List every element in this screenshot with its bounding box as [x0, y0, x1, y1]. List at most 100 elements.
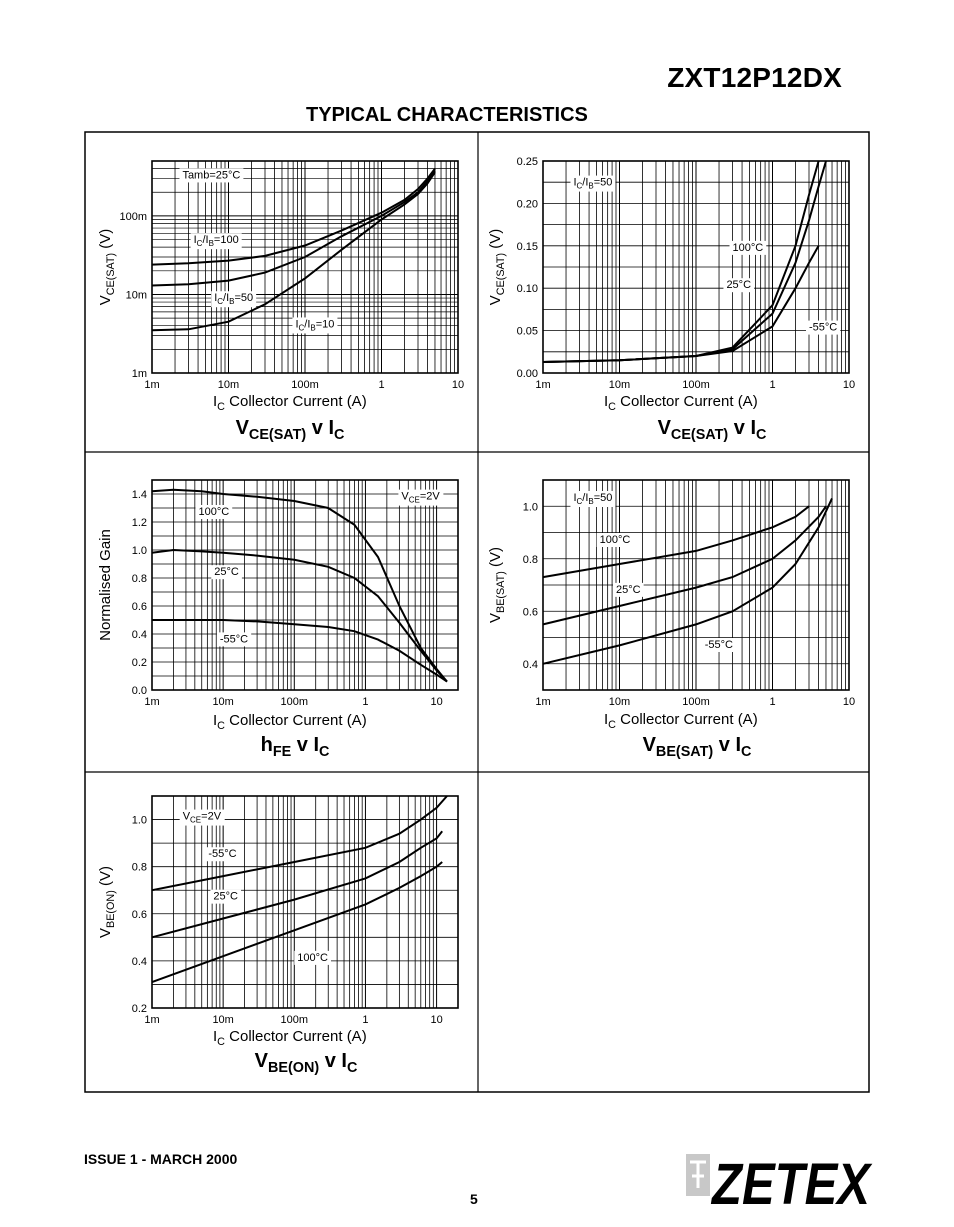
section-title: TYPICAL CHARACTERISTICS [306, 104, 588, 126]
series-line-2 [151, 830, 443, 939]
y-tick-label: 1.2 [132, 517, 147, 529]
plot-border [151, 795, 459, 1009]
annotation-label: IC/IB=50 [573, 177, 612, 191]
x-tick-label: 1 [769, 379, 775, 391]
annotation-label: 25°C [213, 891, 238, 903]
x-axis-label: IC Collector Current (A) [213, 1028, 367, 1048]
x-tick-label: 1m [144, 1014, 159, 1026]
chart-3: 1m 10m 100m 1 10 0.0 0.2 0.4 0.6 0.8 1.0 1.2 1.4 VCE=… [97, 479, 459, 760]
y-tick-label: 0.6 [523, 606, 538, 618]
y-tick-label: 0.0 [132, 685, 147, 697]
y-axis-label: VBE(ON) (V) [97, 866, 117, 938]
annotation-bg [211, 565, 242, 580]
y-tick-label: 0.2 [132, 1003, 147, 1015]
annotation-bg [205, 847, 240, 862]
annotation-bg [179, 168, 244, 183]
x-tick-label: 10 [452, 379, 464, 391]
series-line-1 [151, 167, 436, 266]
gridlines [151, 795, 459, 1009]
annotation-bg [292, 317, 338, 334]
annotation-bg [179, 809, 225, 826]
y-axis-label: Normalised Gain [97, 529, 114, 641]
y-tick-label: 0.4 [132, 629, 147, 641]
x-tick-label: 1 [362, 1014, 368, 1026]
chart-title: hFE v IC [261, 734, 330, 760]
logo-emblem-icon [686, 1154, 710, 1196]
series-line-3 [151, 861, 443, 984]
charts-group: 1m 10m 100m 1 10 1m 10m 100m Tamb=25°C IC/IB=100 I… [97, 156, 855, 1076]
x-tick-label: 10m [609, 379, 630, 391]
annotation-label: -55°C [705, 639, 733, 651]
annotation-bg [723, 278, 755, 293]
y-tick-label: 0.4 [523, 659, 538, 671]
series-line-1 [151, 795, 448, 892]
y-tick-label: 0.8 [132, 573, 147, 585]
x-tick-label: 10 [843, 379, 855, 391]
annotation-label: 25°C [726, 279, 751, 291]
y-axis-label: VCE(SAT) (V) [487, 229, 507, 306]
y-tick-label: 1.0 [132, 545, 147, 557]
annotation-label: 25°C [214, 566, 239, 578]
x-axis-label: IC Collector Current (A) [604, 393, 758, 413]
annotation-bg [398, 489, 444, 506]
page-number: 5 [470, 1191, 478, 1207]
annotation-bg [216, 632, 252, 647]
x-tick-label: 100m [281, 1014, 309, 1026]
x-tick-label: 1m [535, 379, 550, 391]
part-number: ZXT12P12DX [667, 62, 842, 93]
annotation-bg [596, 533, 634, 547]
series-line-2 [542, 505, 827, 626]
y-tick-label: 0.00 [517, 368, 538, 380]
series-line-1 [151, 488, 448, 683]
y-tick-label: 0.20 [517, 198, 538, 210]
annotation-label: IC/IB=100 [194, 234, 239, 248]
x-tick-label: 10 [430, 696, 442, 708]
x-tick-label: 10m [212, 1014, 233, 1026]
y-tick-label: 0.05 [517, 326, 538, 338]
annotation-label: 100°C [732, 242, 763, 254]
y-tick-label: 0.15 [517, 241, 538, 253]
annotation-bg [701, 638, 737, 652]
annotation-label: 100°C [198, 506, 229, 518]
chart-1: 1m 10m 100m 1 10 1m 10m 100m Tamb=25°C IC/IB=100 I… [97, 160, 464, 443]
y-tick-label: 0.25 [517, 156, 538, 168]
annotation-label: 25°C [616, 584, 641, 596]
annotation-bg [210, 889, 242, 904]
annotation-label: IC/IB=50 [573, 492, 612, 506]
x-tick-label: 1 [769, 696, 775, 708]
series-line-2 [151, 169, 436, 287]
y-tick-label: 100m [119, 211, 147, 223]
series-line-3 [542, 497, 833, 665]
y-tick-label: 0.8 [132, 862, 147, 874]
annotation-bg [612, 582, 644, 597]
x-tick-label: 10 [843, 696, 855, 708]
chart-title: VBE(SAT) v IC [643, 734, 752, 760]
x-axis-label: IC Collector Current (A) [604, 711, 758, 731]
annotation-label: 100°C [297, 952, 328, 964]
y-tick-label: 0.6 [132, 601, 147, 613]
annotation-bg [211, 291, 257, 308]
annotation-bg [570, 491, 616, 507]
chart-title: VCE(SAT) v IC [658, 417, 767, 443]
plot-border [151, 160, 459, 374]
y-tick-label: 0.6 [132, 909, 147, 921]
y-tick-label: 1m [132, 368, 147, 380]
logo-text: ZETEX [710, 1152, 872, 1208]
annotation-label: -55°C [809, 322, 837, 334]
annotation-bg [805, 320, 841, 335]
annotation-label: -55°C [220, 633, 248, 645]
y-tick-label: 0.4 [132, 956, 147, 968]
y-tick-label: 1.0 [523, 501, 538, 513]
plot-border [151, 479, 459, 691]
chart-4: 1m 10m 100m 1 10 0.4 0.6 0.8 1.0 IC/IB=50 100°C 25°… [487, 479, 855, 760]
series-line-3 [152, 619, 448, 683]
gridlines [542, 160, 850, 374]
chart-5: 1m 10m 100m 1 10 0.2 0.4 0.6 0.8 1.0 VCE=2V -55°C 25… [97, 795, 459, 1076]
annotation-label: VCE=2V [401, 491, 440, 505]
annotation-bg [570, 175, 616, 192]
x-axis-label: IC Collector Current (A) [213, 712, 367, 732]
annotation-bg [195, 505, 233, 519]
chart-title: VBE(ON) v IC [255, 1050, 358, 1076]
series-line-2 [151, 548, 448, 683]
